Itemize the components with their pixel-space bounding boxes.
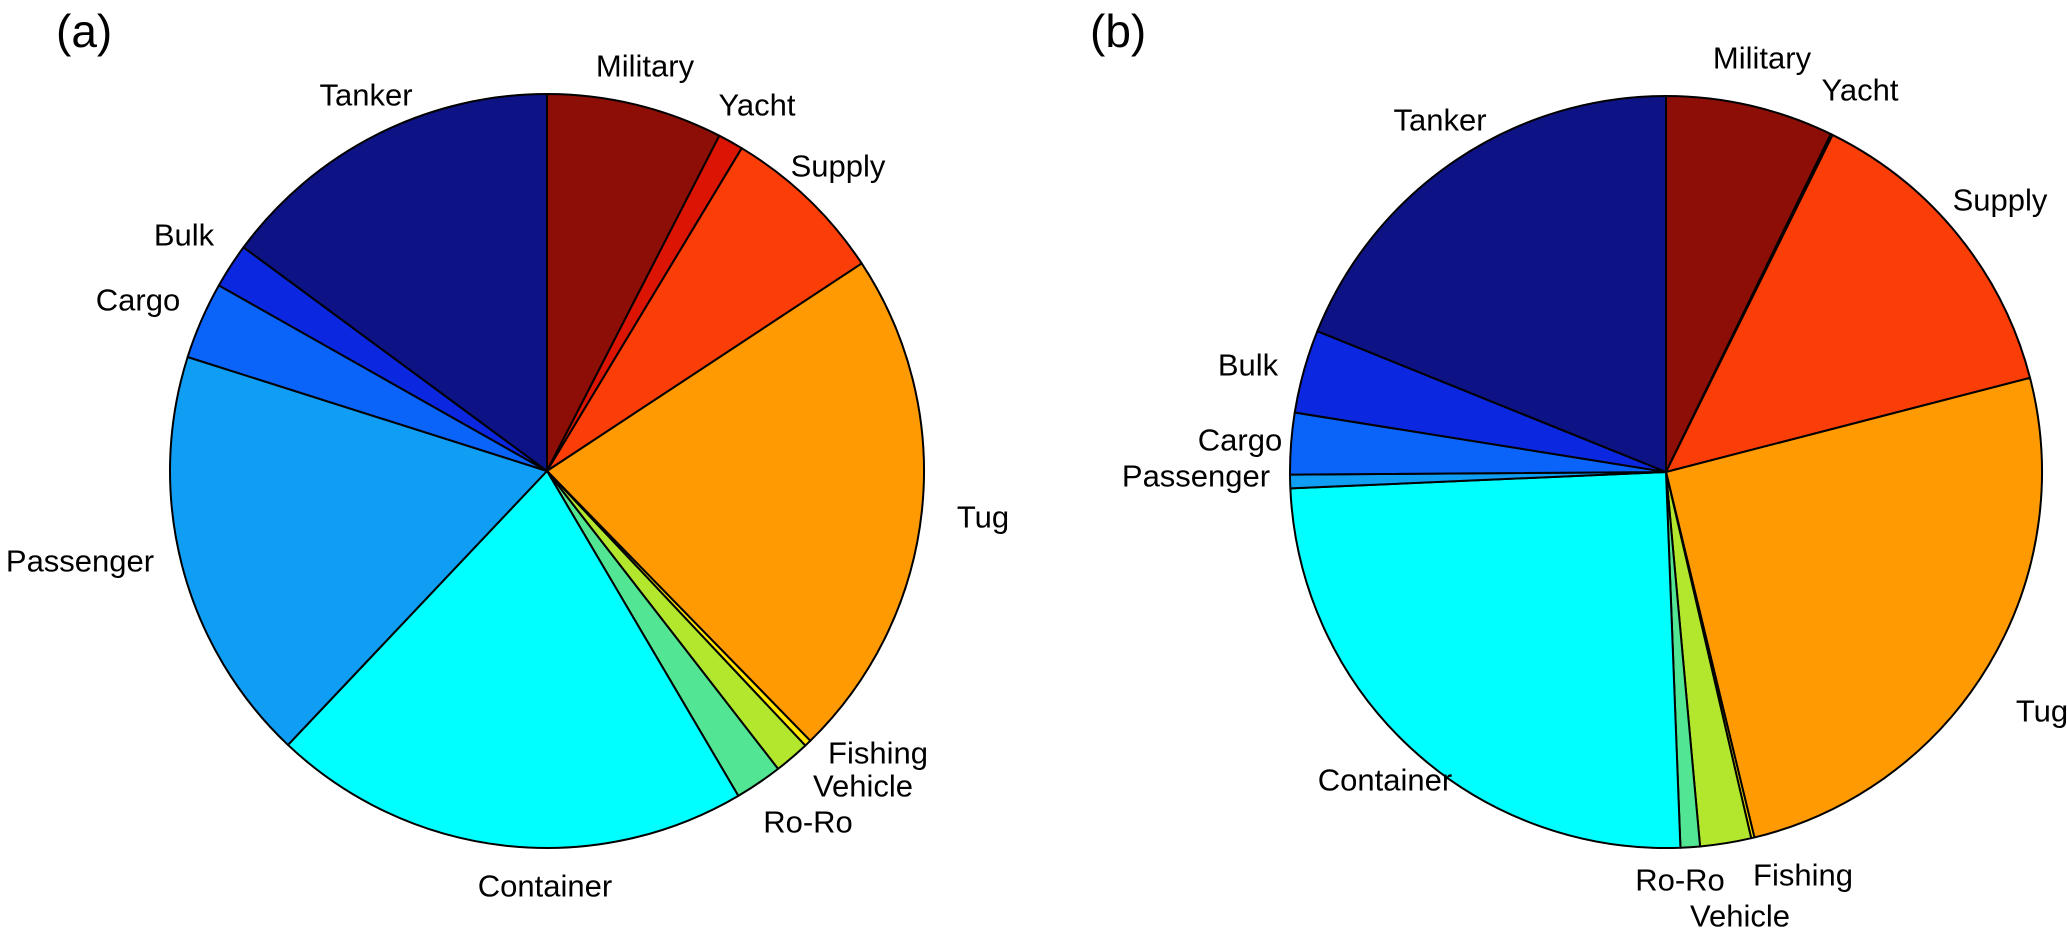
label-roro-a: Ro-Ro bbox=[763, 805, 853, 840]
pie-a: Military Yacht Supply Tug FishingVehicleRo-R… bbox=[6, 49, 1009, 904]
panel-label-b: (b) bbox=[1090, 5, 1147, 57]
label-tanker-b: Tanker bbox=[1393, 103, 1486, 138]
wedge-tug-a bbox=[546, 262, 925, 742]
wedge-tug-b bbox=[1665, 376, 2043, 839]
label-passenger-b: Passenger bbox=[1122, 459, 1270, 494]
label-roro-b: Ro-Ro bbox=[1635, 863, 1725, 898]
label-fishing-b: Fishing bbox=[1753, 858, 1853, 893]
wedge-container-a bbox=[286, 470, 740, 849]
label-fishing-a: Fishing bbox=[828, 736, 928, 771]
wedge-passenger-a bbox=[169, 356, 548, 746]
label-military-a: Military bbox=[596, 49, 695, 84]
label-supply-a: Supply bbox=[791, 149, 886, 184]
label-yacht-a: Yacht bbox=[719, 88, 796, 123]
wedge-container-b bbox=[1289, 471, 1682, 849]
label-supply-b: Supply bbox=[1953, 183, 2048, 218]
label-passenger-a: Passenger bbox=[6, 544, 154, 579]
label-cargo-b: Cargo bbox=[1198, 423, 1282, 458]
label-container-b: Container bbox=[1318, 763, 1452, 798]
label-cargo-a: Cargo bbox=[96, 283, 180, 318]
label-tug-b: Tug bbox=[2016, 694, 2067, 729]
label-military-b: Military bbox=[1713, 41, 1812, 76]
label-bulk-a: Bulk bbox=[154, 218, 215, 253]
label-tanker-a: Tanker bbox=[319, 78, 412, 113]
label-tug-a: Tug bbox=[957, 500, 1009, 535]
wedge-supply-b bbox=[1665, 133, 2032, 473]
panel-label-a: (a) bbox=[56, 5, 113, 57]
label-vehicle-a: Vehicle bbox=[813, 769, 913, 804]
label-bulk-b: Bulk bbox=[1218, 348, 1279, 383]
wedge-military-b bbox=[1665, 95, 1832, 473]
wedge-tanker-b bbox=[1316, 95, 1667, 473]
pie-b: Military Yacht Supply Tug Fishing VehicleRo-R… bbox=[1122, 41, 2067, 931]
wedge-tanker-a bbox=[242, 93, 548, 472]
label-yacht-b: Yacht bbox=[1822, 73, 1899, 108]
label-vehicle-b: Vehicle bbox=[1690, 899, 1790, 931]
wedge-military-a bbox=[546, 93, 721, 472]
wedge-supply-a bbox=[546, 147, 863, 472]
label-container-a: Container bbox=[478, 869, 612, 904]
